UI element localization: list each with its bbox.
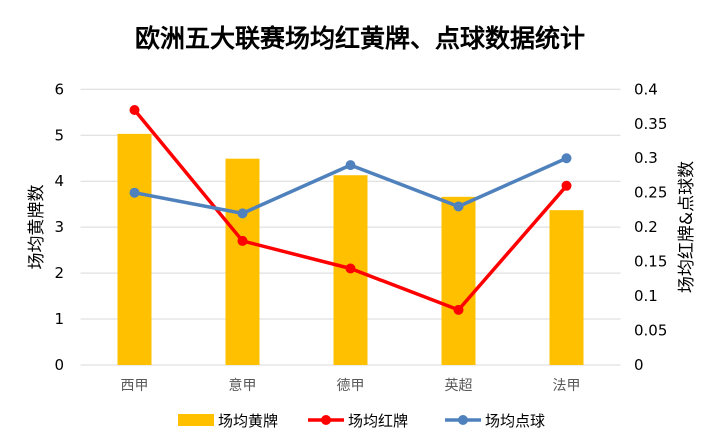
y2-tick-label: 0.15	[634, 253, 667, 271]
y2-tick-label: 0.05	[634, 322, 667, 340]
y2-tick-label: 0.2	[634, 218, 658, 236]
y-tick-label: 5	[54, 126, 64, 144]
y-tick-label: 0	[54, 356, 64, 374]
y-axis-left: 0 1 2 3 4 5 6	[54, 80, 64, 374]
data-point	[129, 104, 140, 115]
bar	[117, 133, 152, 365]
y2-tick-label: 0.35	[634, 115, 667, 133]
y-axis-right: 0 0.05 0.1 0.15 0.2 0.25 0.3 0.35 0.4	[634, 80, 667, 374]
bar	[441, 196, 476, 365]
x-tick-label: 英超	[445, 377, 473, 394]
y2-tick-label: 0.3	[634, 149, 658, 167]
y-tick-label: 1	[54, 310, 64, 328]
legend-swatch	[178, 414, 214, 426]
y2-tick-label: 0.1	[634, 287, 658, 305]
y2-axis-label: 场均红牌&点球数	[677, 161, 697, 293]
y2-tick-label: 0.4	[634, 80, 658, 98]
legend-label: 场均红牌	[348, 412, 408, 430]
x-tick-label: 意甲	[229, 377, 257, 394]
data-point	[129, 187, 140, 198]
y-axis-label: 场均黄牌数	[27, 185, 47, 270]
x-tick-label: 德甲	[337, 378, 365, 394]
data-point	[453, 304, 464, 315]
y-tick-label: 6	[54, 80, 64, 98]
data-point	[237, 235, 248, 246]
x-axis: 西甲 意甲 德甲 英超 法甲	[121, 377, 581, 394]
legend-marker	[458, 415, 468, 425]
x-tick-label: 西甲	[121, 378, 149, 394]
bar	[549, 210, 584, 365]
y2-tick-label: 0	[634, 356, 644, 374]
data-point	[561, 180, 572, 191]
legend-label: 场均点球	[485, 412, 545, 430]
x-tick-label: 法甲	[553, 378, 581, 394]
data-point	[345, 263, 356, 274]
data-point	[561, 153, 572, 164]
legend-marker	[321, 415, 331, 425]
y2-tick-label: 0.25	[634, 184, 667, 202]
data-point	[237, 208, 248, 219]
data-point	[345, 160, 356, 171]
lines	[129, 104, 572, 315]
y-tick-label: 2	[54, 264, 64, 282]
y-tick-label: 4	[54, 172, 64, 190]
bar	[225, 158, 260, 365]
legend: 场均黄牌 场均红牌 场均点球	[178, 412, 545, 430]
bars	[117, 133, 584, 365]
data-point	[453, 201, 464, 212]
chart-title: 欧洲五大联赛场均红黄牌、点球数据统计	[135, 24, 585, 53]
y-tick-label: 3	[54, 218, 64, 236]
legend-label: 场均黄牌	[218, 412, 278, 430]
